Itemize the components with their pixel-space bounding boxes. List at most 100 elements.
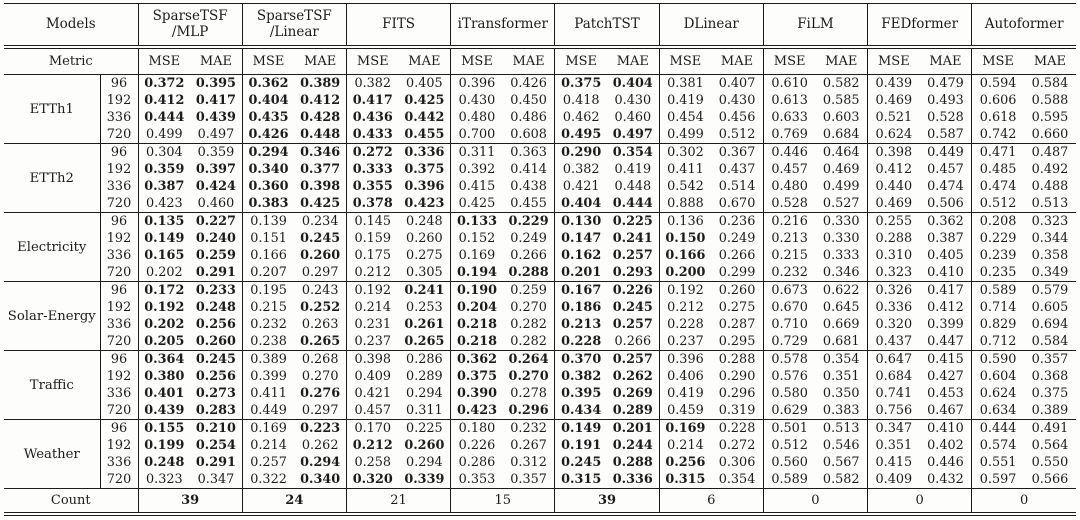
table-row: 192 0.199 0.254 0.214 0.262 0.212 0.260 0.226 0.… bbox=[4, 437, 1076, 454]
metric-cell: 0.272 bbox=[718, 438, 756, 453]
metric-cell: 0.260 bbox=[718, 283, 756, 298]
metric-cell: 0.357 bbox=[502, 471, 555, 489]
metric-cell: 0.245 bbox=[195, 352, 236, 367]
metric-cell: 0.423 bbox=[398, 195, 451, 213]
metric-cell: 0.493 bbox=[927, 93, 964, 108]
horizon-label: 720 bbox=[99, 333, 139, 351]
horizon-label: 720 bbox=[99, 126, 139, 144]
metric-cell: 0.272 bbox=[345, 143, 399, 161]
dataset-label: Weather bbox=[4, 419, 100, 489]
metric-cell: 0.262 bbox=[301, 438, 339, 453]
model-group-header-film: FiLM bbox=[762, 3, 868, 49]
metric-cell: 0.347 bbox=[190, 471, 243, 489]
model-group-name-line: FiLM bbox=[797, 15, 834, 32]
model-group-name-line: SparseTSF bbox=[256, 7, 332, 24]
metric-cell: 0.275 bbox=[406, 248, 443, 263]
metric-cell: 0.323 bbox=[1031, 214, 1069, 229]
model-group-header-dlinear: DLinear bbox=[658, 3, 764, 49]
metric-cell: 0.201 bbox=[554, 264, 607, 282]
metric-cell: 0.412 bbox=[300, 93, 341, 108]
metric-cell: 0.401 bbox=[137, 385, 191, 402]
metric-cell: 0.287 bbox=[718, 317, 756, 332]
metric-cell: 0.372 bbox=[137, 74, 191, 92]
metric-cell: 0.430 bbox=[614, 93, 652, 108]
metric-cell: 0.436 bbox=[345, 109, 399, 126]
horizon-label: 336 bbox=[99, 109, 139, 126]
metric-cell: 0.202 bbox=[137, 264, 191, 282]
table-row: 192 0.380 0.256 0.399 0.270 0.409 0.289 0.375 0.… bbox=[4, 368, 1076, 385]
horizon-label: 336 bbox=[99, 385, 139, 402]
metric-cell: 0.430 bbox=[450, 92, 503, 109]
metric-cell: 0.383 bbox=[241, 195, 295, 213]
metric-cell: 0.660 bbox=[1023, 126, 1076, 144]
metric-cell: 0.464 bbox=[822, 145, 860, 160]
mae-column-header: MAE bbox=[711, 47, 764, 75]
metric-cell: 0.136 bbox=[658, 212, 712, 230]
metric-cell: 0.135 bbox=[137, 212, 191, 230]
table-row: 720 0.202 0.291 0.207 0.297 0.212 0.305 0.194 0.… bbox=[4, 264, 1076, 282]
metric-cell: 0.438 bbox=[510, 179, 547, 194]
metric-cell: 0.192 bbox=[658, 281, 712, 299]
metric-cell: 0.256 bbox=[658, 454, 712, 471]
metric-cell: 0.480 bbox=[450, 109, 503, 126]
metric-cell: 0.133 bbox=[450, 212, 503, 230]
metric-cell: 0.288 bbox=[502, 264, 555, 282]
mae-column-header: MAE bbox=[1023, 47, 1076, 75]
metric-cell: 0.305 bbox=[398, 264, 451, 282]
metric-cell: 0.212 bbox=[658, 299, 712, 316]
table-row: ETTh1 96 0.372 0.395 0.362 0.389 0.382 0.405 0.3… bbox=[4, 74, 1076, 144]
metric-cell: 0.411 bbox=[241, 385, 295, 402]
metric-cell: 0.567 bbox=[822, 455, 860, 470]
metric-cell: 0.297 bbox=[294, 264, 347, 282]
metric-cell: 0.323 bbox=[137, 471, 191, 489]
metric-cell: 0.670 bbox=[762, 299, 816, 316]
metric-cell: 0.497 bbox=[190, 126, 243, 144]
metric-cell: 0.265 bbox=[294, 333, 347, 351]
count-value: 0 bbox=[762, 488, 868, 514]
metric-cell: 0.150 bbox=[658, 230, 712, 247]
metric-cell: 0.245 bbox=[554, 454, 607, 471]
metric-cell: 0.149 bbox=[554, 419, 607, 437]
metric-cell: 0.411 bbox=[658, 161, 712, 178]
metric-cell: 0.604 bbox=[971, 368, 1024, 385]
metric-cell: 0.270 bbox=[508, 369, 549, 384]
table-row: 336 0.387 0.424 0.360 0.398 0.355 0.396 0.415 0.… bbox=[4, 178, 1076, 195]
metric-cell: 0.624 bbox=[867, 126, 920, 144]
metric-cell: 0.354 bbox=[612, 145, 653, 160]
metric-cell: 0.423 bbox=[450, 402, 503, 420]
metric-cell: 0.613 bbox=[762, 92, 816, 109]
metric-cell: 0.323 bbox=[867, 264, 920, 282]
metric-cell: 0.270 bbox=[510, 300, 547, 315]
metric-cell: 0.362 bbox=[927, 214, 964, 229]
table-row: 192 0.412 0.417 0.404 0.412 0.417 0.425 0.430 0.… bbox=[4, 92, 1076, 109]
metric-cell: 0.421 bbox=[554, 178, 607, 195]
metric-cell: 0.712 bbox=[971, 333, 1024, 351]
table-row: 720 0.323 0.347 0.322 0.340 0.320 0.339 0.353 0.… bbox=[4, 471, 1076, 489]
metric-cell: 0.218 bbox=[450, 333, 503, 351]
metric-cell: 0.480 bbox=[762, 178, 816, 195]
count-value: 24 bbox=[241, 488, 347, 514]
metric-cell: 0.402 bbox=[927, 438, 964, 453]
metric-cell: 0.605 bbox=[1031, 300, 1069, 315]
model-group-header-sparsetsf-mlp: SparseTSF/MLP bbox=[137, 3, 243, 49]
metric-cell: 0.330 bbox=[822, 231, 860, 246]
metric-cell: 0.228 bbox=[718, 421, 756, 436]
metric-cell: 0.249 bbox=[718, 231, 756, 246]
metric-cell: 0.417 bbox=[345, 92, 399, 109]
metric-cell: 0.290 bbox=[718, 369, 756, 384]
metric-cell: 0.283 bbox=[190, 402, 243, 420]
metric-cell: 0.262 bbox=[612, 369, 653, 384]
metric-cell: 0.512 bbox=[762, 437, 816, 454]
metric-cell: 0.367 bbox=[718, 145, 756, 160]
metric-cell: 0.756 bbox=[867, 402, 920, 420]
metric-cell: 0.446 bbox=[927, 455, 964, 470]
metric-cell: 0.358 bbox=[1031, 248, 1069, 263]
metric-cell: 0.710 bbox=[762, 316, 816, 333]
metric-cell: 0.155 bbox=[137, 419, 191, 437]
metric-cell: 0.439 bbox=[137, 402, 191, 420]
metric-cell: 0.311 bbox=[450, 143, 503, 161]
metric-cell: 0.487 bbox=[1031, 145, 1069, 160]
metric-cell: 0.485 bbox=[971, 161, 1024, 178]
metric-cell: 0.152 bbox=[450, 230, 503, 247]
model-group-name-line: /MLP bbox=[171, 23, 209, 40]
